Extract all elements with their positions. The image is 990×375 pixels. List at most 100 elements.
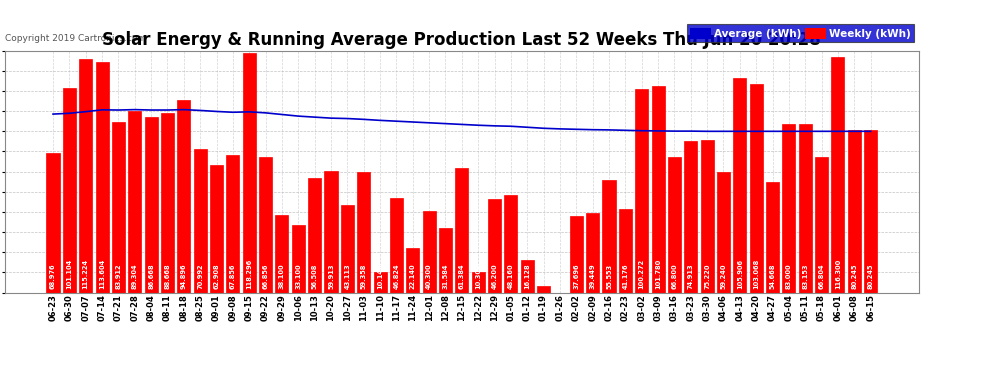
Text: 22.140: 22.140 <box>410 264 416 290</box>
Text: 59.240: 59.240 <box>721 264 727 290</box>
Text: 113.604: 113.604 <box>99 259 105 290</box>
Bar <box>734 78 746 292</box>
Bar <box>194 148 207 292</box>
Bar <box>619 209 632 292</box>
Text: 100.272: 100.272 <box>639 259 644 290</box>
Bar <box>423 211 436 292</box>
Bar <box>129 111 142 292</box>
Bar <box>79 59 92 292</box>
Bar <box>651 86 664 292</box>
Bar <box>161 113 174 292</box>
Text: 55.553: 55.553 <box>606 264 612 290</box>
Bar <box>847 130 861 292</box>
Text: 88.668: 88.668 <box>164 264 170 290</box>
Bar <box>586 213 599 292</box>
Text: 56.508: 56.508 <box>312 264 318 290</box>
Text: 118.296: 118.296 <box>247 259 252 290</box>
Text: 48.160: 48.160 <box>508 264 514 290</box>
Text: 68.976: 68.976 <box>50 264 56 290</box>
Text: 10.148: 10.148 <box>377 264 383 290</box>
Bar <box>47 153 59 292</box>
Bar <box>504 195 518 292</box>
Text: 75.220: 75.220 <box>704 264 710 290</box>
Text: 80.245: 80.245 <box>851 264 857 290</box>
Text: 46.824: 46.824 <box>393 264 399 290</box>
Text: 115.224: 115.224 <box>83 260 89 290</box>
Bar <box>373 272 387 292</box>
Bar <box>357 172 370 292</box>
Bar <box>325 171 338 292</box>
Bar <box>390 198 403 292</box>
Bar <box>292 225 305 292</box>
Bar <box>96 62 109 292</box>
Text: 66.800: 66.800 <box>671 264 677 290</box>
Text: 38.100: 38.100 <box>279 264 285 290</box>
Bar <box>145 117 157 292</box>
Bar <box>570 216 583 292</box>
Bar <box>684 141 697 292</box>
Text: 37.696: 37.696 <box>573 264 579 290</box>
Bar <box>243 53 255 292</box>
Bar <box>832 57 844 292</box>
Text: 66.804: 66.804 <box>819 264 825 290</box>
Text: 40.300: 40.300 <box>426 264 432 290</box>
Bar <box>668 157 681 292</box>
Text: 54.668: 54.668 <box>769 264 775 290</box>
Text: 94.896: 94.896 <box>181 264 187 290</box>
Bar <box>636 89 648 292</box>
Bar <box>308 178 321 292</box>
Text: 83.000: 83.000 <box>786 264 792 290</box>
Text: 105.906: 105.906 <box>737 260 742 290</box>
Text: 83.912: 83.912 <box>116 264 122 290</box>
Text: 83.153: 83.153 <box>802 264 808 290</box>
Text: 46.200: 46.200 <box>492 264 498 290</box>
Text: 31.584: 31.584 <box>443 264 448 290</box>
Text: 74.913: 74.913 <box>688 264 694 290</box>
Bar <box>210 165 223 292</box>
Legend: Average (kWh), Weekly (kWh): Average (kWh), Weekly (kWh) <box>687 24 914 42</box>
Text: 59.913: 59.913 <box>328 264 334 290</box>
Bar <box>62 87 76 292</box>
Bar <box>406 248 420 292</box>
Bar <box>227 155 240 292</box>
Text: 59.358: 59.358 <box>360 264 366 290</box>
Bar <box>815 157 828 292</box>
Bar <box>439 228 452 292</box>
Bar <box>766 182 779 292</box>
Text: 41.176: 41.176 <box>623 264 629 290</box>
Bar <box>112 122 125 292</box>
Text: 70.992: 70.992 <box>197 264 203 290</box>
Bar <box>537 286 550 292</box>
Bar <box>864 130 877 292</box>
Text: 62.908: 62.908 <box>214 264 220 290</box>
Text: 66.856: 66.856 <box>262 264 268 290</box>
Text: 86.668: 86.668 <box>148 264 154 290</box>
Text: 16.128: 16.128 <box>525 264 531 290</box>
Bar <box>717 172 730 292</box>
Bar <box>259 157 272 292</box>
Text: 61.384: 61.384 <box>458 264 465 290</box>
Bar <box>471 272 485 292</box>
Text: 89.304: 89.304 <box>132 264 138 290</box>
Text: 116.300: 116.300 <box>835 259 841 290</box>
Text: 43.113: 43.113 <box>345 264 350 290</box>
Text: 80.245: 80.245 <box>867 264 873 290</box>
Text: 101.780: 101.780 <box>655 259 661 290</box>
Bar <box>455 168 468 292</box>
Text: 39.449: 39.449 <box>590 264 596 290</box>
Bar <box>275 215 288 292</box>
Text: 67.856: 67.856 <box>230 264 236 290</box>
Text: 10.304: 10.304 <box>475 264 481 290</box>
Bar <box>177 100 190 292</box>
Text: 101.104: 101.104 <box>66 259 72 290</box>
Title: Solar Energy & Running Average Production Last 52 Weeks Thu Jun 20 20:28: Solar Energy & Running Average Productio… <box>102 31 822 49</box>
Bar <box>782 124 795 292</box>
Bar <box>701 140 714 292</box>
Bar <box>341 205 353 292</box>
Text: Copyright 2019 Cartronics.com: Copyright 2019 Cartronics.com <box>5 34 147 43</box>
Bar <box>603 180 616 292</box>
Bar <box>488 199 501 292</box>
Text: 33.100: 33.100 <box>295 264 301 290</box>
Bar <box>749 84 762 292</box>
Bar <box>521 260 534 292</box>
